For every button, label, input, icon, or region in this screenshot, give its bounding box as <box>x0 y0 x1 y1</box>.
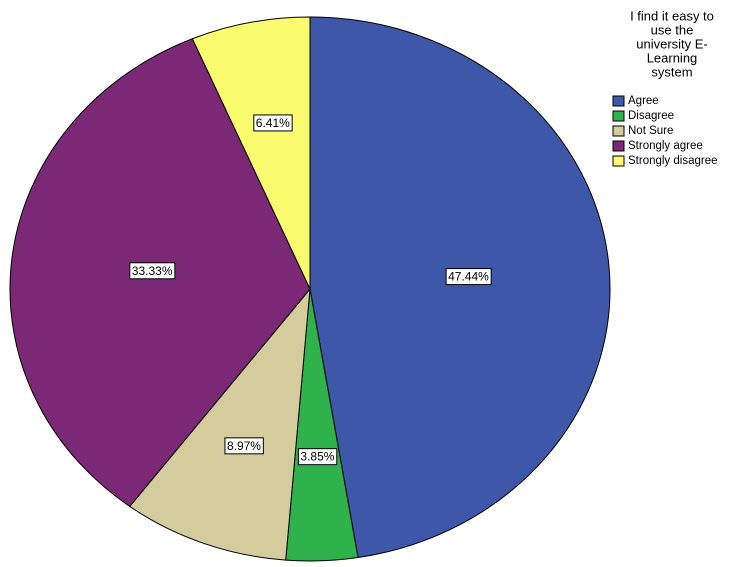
data-label-box <box>129 262 176 280</box>
data-label-box <box>297 448 338 466</box>
legend-label: Strongly disagree <box>628 155 718 167</box>
legend-label: Not Sure <box>628 125 673 137</box>
legend-swatch <box>612 95 625 107</box>
legend-title: Learning <box>647 50 698 65</box>
pie-slice <box>191 16 311 290</box>
data-label: 3.85% <box>300 450 334 464</box>
data-label: 6.41% <box>256 116 290 130</box>
data-label: 8.97% <box>227 439 261 453</box>
legend-label: Strongly agree <box>628 140 703 152</box>
data-label-box <box>224 437 264 455</box>
legend-title: system <box>651 64 692 79</box>
legend-title: university E- <box>636 36 708 51</box>
legend-swatch <box>612 155 625 167</box>
legend-title: I find it easy to <box>630 8 714 23</box>
pie-slice <box>128 287 311 561</box>
data-label-box <box>445 268 492 286</box>
legend-label: Disagree <box>628 110 674 122</box>
data-label: 47.44% <box>448 270 489 284</box>
data-label: 33.33% <box>132 264 173 278</box>
legend-swatch <box>612 140 625 152</box>
legend-title: use the <box>651 22 694 37</box>
legend-swatch <box>612 110 625 122</box>
pie-slice <box>309 16 611 559</box>
data-label-box <box>253 114 293 132</box>
legend-swatch <box>612 125 625 137</box>
legend-label: Agree <box>628 95 659 107</box>
